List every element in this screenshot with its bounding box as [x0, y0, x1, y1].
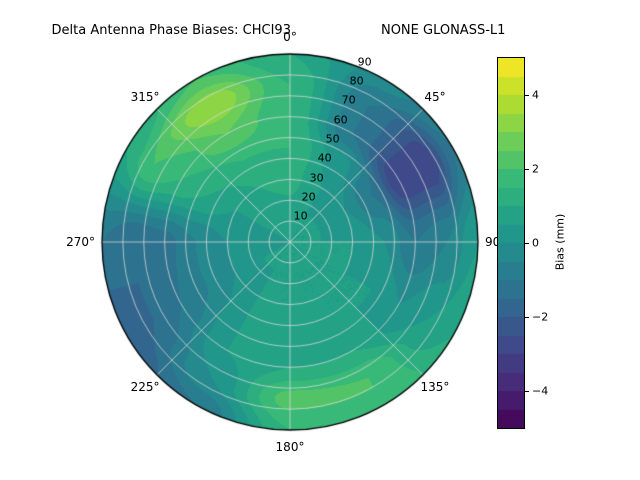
- theta-label-135: 135°: [420, 379, 450, 394]
- colorbar-tick: [525, 316, 529, 318]
- colorbar-tick-label: 4: [532, 88, 539, 102]
- theta-label-0: 0°: [283, 30, 297, 44]
- chart-title: Delta Antenna Phase Biases: CHCI93 NONE G…: [35, 8, 506, 53]
- theta-label-45: 45°: [424, 90, 446, 105]
- radial-label-70: 70: [341, 93, 356, 107]
- polar-contour-canvas: [100, 52, 480, 432]
- colorbar-tick-label: −4: [532, 384, 549, 398]
- colorbar-tick: [525, 390, 529, 392]
- colorbar-tick-label: −2: [532, 310, 549, 324]
- colorbar-tick-label: 2: [532, 162, 539, 176]
- chart-title-right: NONE GLONASS-L1: [380, 23, 506, 38]
- radial-label-40: 40: [317, 151, 332, 165]
- colorbar-gradient: [497, 57, 525, 429]
- chart-title-left: Delta Antenna Phase Biases: CHCI93: [51, 23, 291, 38]
- radial-label-20: 20: [301, 190, 316, 204]
- colorbar-tick: [525, 168, 529, 170]
- radial-label-30: 30: [309, 171, 324, 185]
- colorbar-tick: [525, 242, 529, 244]
- colorbar-label: Bias (mm): [553, 213, 567, 271]
- theta-label-270: 270°: [66, 235, 95, 249]
- radial-label-60: 60: [333, 113, 348, 127]
- polar-plot: 0° 45° 90° 135° 180° 225° 270° 315° 10 20 30 40 50 60…: [66, 30, 506, 454]
- radial-label-10: 10: [293, 209, 308, 223]
- theta-label-315: 315°: [130, 90, 160, 105]
- radial-label-50: 50: [325, 132, 340, 146]
- radial-label-90: 90: [357, 55, 372, 69]
- theta-label-180: 180°: [275, 440, 305, 454]
- colorbar-tick: [525, 94, 529, 96]
- radial-label-80: 80: [349, 74, 364, 88]
- colorbar-tick-label: 0: [532, 236, 539, 250]
- theta-label-225: 225°: [130, 379, 160, 394]
